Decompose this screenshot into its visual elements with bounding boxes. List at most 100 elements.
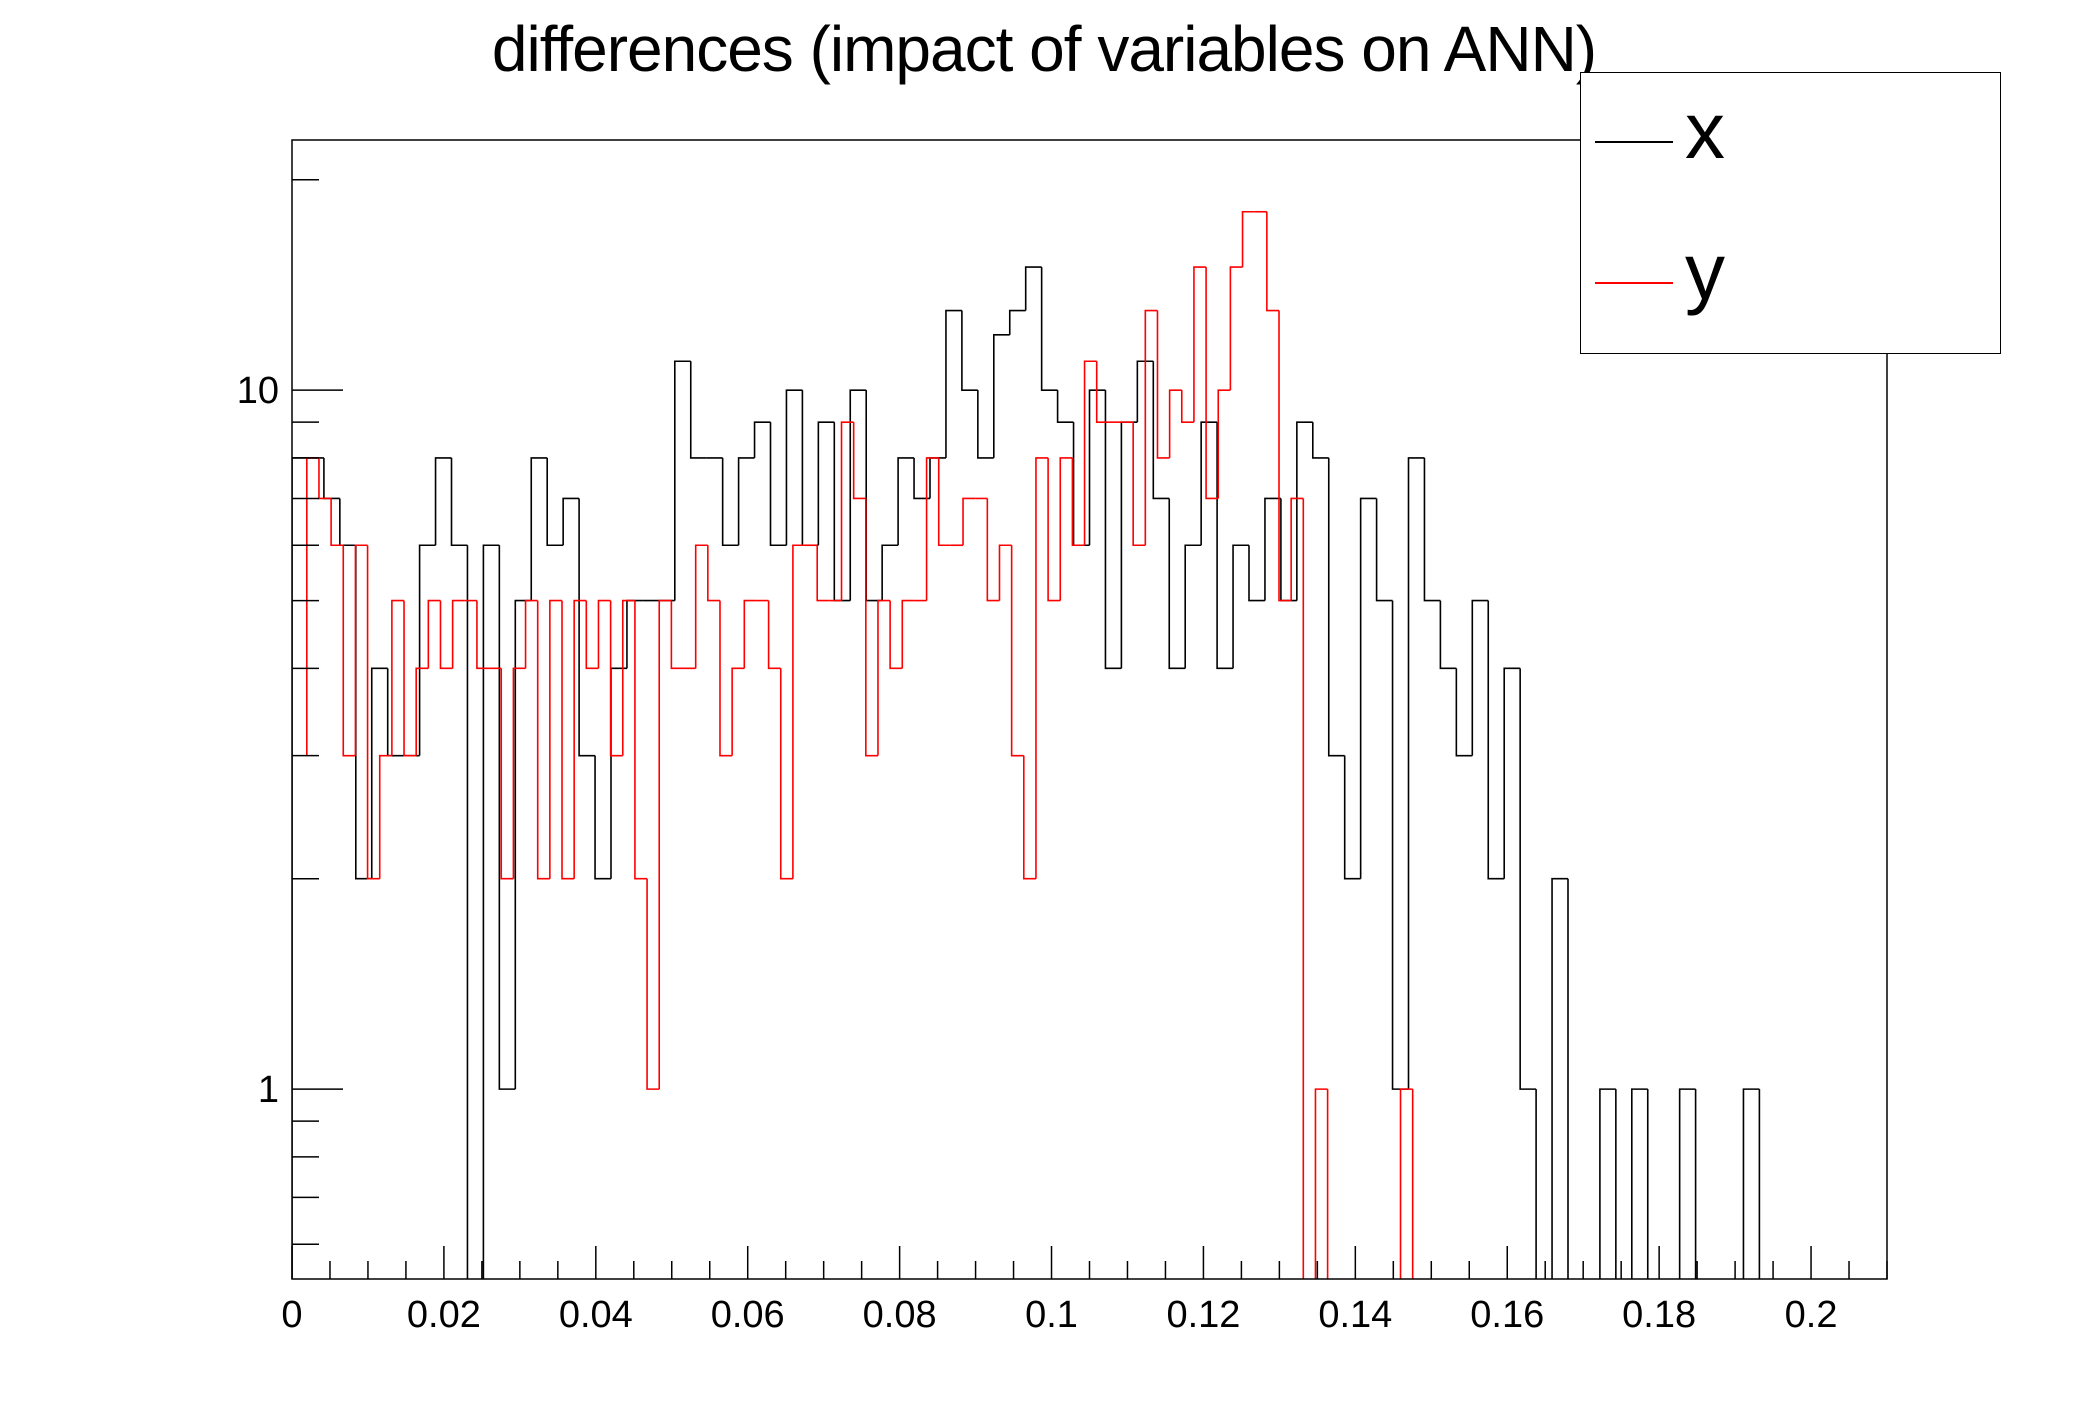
bar-x-bin-76 (1503, 667, 1521, 879)
bar-x-bin-24 (674, 360, 691, 601)
bar-y-bin-76 (1229, 266, 1243, 391)
bar-y-bin-32 (694, 544, 708, 669)
bar-y-bin-9 (415, 667, 429, 756)
bar-x-bin-49 (1072, 422, 1090, 547)
bar-y-bin-59 (1023, 755, 1036, 880)
bar-y-bin-39 (779, 668, 793, 880)
bar-y-bin-64 (1083, 360, 1097, 546)
bar-x-bin-70 (1407, 457, 1425, 1090)
bar-x-bin-88 (1694, 1089, 1697, 1279)
x-tick-label: 0.04 (559, 1294, 633, 1336)
bar-x-bin-64 (1312, 422, 1329, 459)
bar-x-bin-55 (1168, 498, 1186, 670)
bar-y-bin-11 (439, 600, 453, 670)
bar-x-bin-83 (1615, 1089, 1617, 1279)
bar-y-bin-25 (609, 600, 623, 757)
bar-y-bin-10 (427, 599, 441, 669)
bar-x-bin-0 (292, 457, 308, 1279)
bar-x-bin-85 (1646, 1089, 1649, 1279)
x-tick-label: 0.02 (407, 1294, 481, 1336)
bar-x-bin-74 (1471, 599, 1489, 756)
bar-y-bin-19 (536, 600, 550, 880)
bar-y-bin-65 (1095, 361, 1109, 423)
bar-x-bin-43 (977, 390, 994, 459)
legend: x y (1580, 72, 2001, 354)
x-tick-label: 0.18 (1622, 1294, 1696, 1336)
bar-y-bin-74 (1205, 267, 1219, 500)
bar-x-bin-28 (737, 457, 755, 546)
bar-x-bin-25 (689, 361, 707, 459)
bar-x-bin-61 (1264, 497, 1281, 601)
legend-label-y: y (1685, 227, 1725, 316)
bar-y-bin-38 (767, 600, 781, 670)
bar-x-bin-82 (1599, 1088, 1616, 1279)
bar-y-bin-35 (731, 667, 745, 756)
bar-x-bin-35 (849, 389, 867, 601)
bar-x-bin-20 (610, 667, 627, 879)
bar-x-bin-62 (1280, 498, 1297, 602)
bar-y-bin-75 (1217, 389, 1231, 499)
bar-y-bin-72 (1180, 390, 1194, 423)
bar-y-bin-29 (658, 599, 672, 1090)
bar-x-bin-53 (1136, 360, 1154, 423)
bar-y-bin-18 (524, 599, 538, 669)
bar-y-bin-0 (306, 457, 319, 756)
y-tick-label: 10 (237, 370, 279, 412)
bar-x-bin-50 (1088, 389, 1106, 546)
bar-x-bin-65 (1327, 457, 1345, 757)
bar-x-bin-5 (370, 667, 388, 879)
bar-y-bin-5 (366, 545, 380, 880)
bar-x-bin-17 (562, 497, 580, 546)
bar-y-bin-26 (621, 599, 635, 756)
bar-x-bin-72 (1439, 600, 1457, 670)
legend-label-x: x (1685, 86, 1725, 175)
axes: 0 0.02 0.04 0.06 0.08 0.1 0.12 0.14 0.16 0.18 0.2 1… (237, 179, 1888, 1336)
bar-y-bin-8 (403, 600, 417, 757)
bar-x-bin-42 (961, 310, 978, 391)
bar-x-bin-19 (594, 755, 611, 880)
bar-y-bin-14 (476, 600, 490, 670)
x-tick-label: 0.12 (1166, 1294, 1240, 1336)
bar-y-bin-56 (986, 498, 1000, 602)
bar-x-bin-57 (1200, 421, 1218, 546)
bar-y-bin-90 (1399, 1088, 1413, 1279)
bar-x-bin-67 (1359, 497, 1377, 879)
bar-y-bin-84 (1326, 1089, 1329, 1279)
bar-y-bin-21 (561, 600, 575, 880)
bar-x-bin-66 (1343, 755, 1361, 880)
bar-y-bin-12 (451, 599, 465, 669)
bar-y-bin-36 (743, 599, 757, 669)
bar-y-bin-47 (877, 599, 891, 756)
bar-x-bin-39 (913, 457, 930, 500)
x-tick-label: 0.08 (863, 1294, 937, 1336)
bar-y-bin-80 (1278, 310, 1292, 602)
bar-x-bin-12 (482, 544, 500, 1279)
bar-x-bin-91 (1742, 1088, 1760, 1279)
bar-x-bin-31 (785, 389, 803, 546)
bar-x-bin-63 (1296, 421, 1313, 601)
bar-y-bin-44 (840, 421, 854, 601)
legend-entry-y: y (1581, 214, 2000, 355)
bar-x-bin-71 (1423, 457, 1441, 602)
bar-x-bin-78 (1535, 1089, 1537, 1279)
bar-y-bin-58 (1010, 545, 1024, 757)
bar-x-bin-11 (466, 545, 469, 1279)
bar-y-bin-3 (342, 545, 356, 757)
bar-x-bin-33 (817, 421, 835, 546)
bar-y-bin-4 (354, 544, 368, 756)
bar-x-bin-58 (1216, 422, 1234, 670)
bar-x-bin-8 (418, 544, 436, 756)
bar-x-bin-32 (801, 390, 819, 547)
bar-y-bin-24 (597, 599, 611, 669)
bar-y-bin-46 (865, 498, 878, 757)
bar-x-bin-45 (1008, 309, 1026, 335)
bar-x-bin-87 (1678, 1088, 1696, 1279)
legend-line-x (1595, 141, 1673, 143)
bar-y-bin-28 (646, 878, 660, 1090)
bar-x-bin-13 (498, 545, 516, 1090)
bar-y-bin-6 (378, 754, 392, 879)
bar-y-bin-79 (1266, 211, 1279, 312)
x-tick-label: 0.16 (1470, 1294, 1544, 1336)
bar-y-bin-33 (707, 545, 720, 602)
bar-y-bin-7 (391, 599, 405, 756)
